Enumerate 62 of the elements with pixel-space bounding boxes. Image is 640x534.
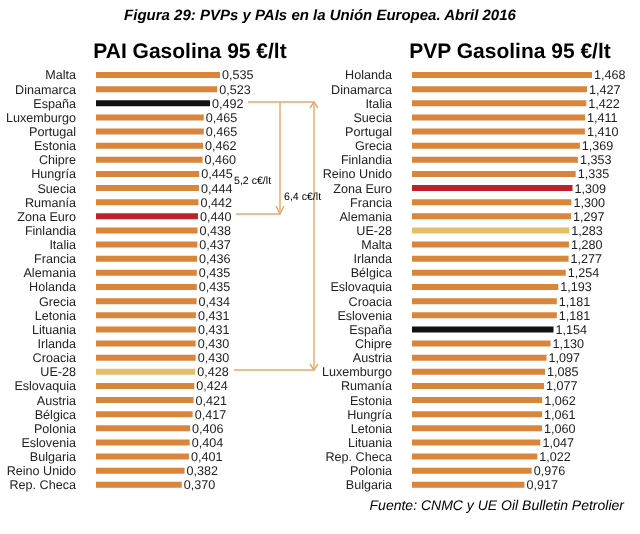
- bar: [412, 156, 578, 163]
- bar: [412, 86, 587, 93]
- bar: [412, 170, 576, 177]
- bar: [96, 213, 198, 220]
- bar: [412, 354, 547, 361]
- bar: [412, 241, 569, 248]
- bar: [96, 397, 194, 404]
- bar: [96, 425, 191, 432]
- bar: [96, 368, 196, 375]
- bar: [412, 213, 572, 220]
- bar: [412, 368, 546, 375]
- bar: [96, 481, 182, 488]
- bar: [96, 156, 203, 163]
- bar: [412, 481, 525, 488]
- bar: [96, 86, 218, 93]
- bar: [96, 411, 193, 418]
- bar: [96, 227, 198, 234]
- bar: [96, 354, 196, 361]
- bar: [96, 312, 196, 319]
- bar: [96, 199, 199, 206]
- bar: [412, 425, 542, 432]
- bar: [412, 284, 559, 290]
- bar: [412, 255, 569, 262]
- bar: [412, 439, 541, 446]
- bar: [96, 326, 196, 333]
- bar: [96, 255, 198, 262]
- bar: [412, 185, 573, 192]
- bar: [96, 284, 197, 290]
- bar: [412, 114, 586, 121]
- bar: [96, 439, 190, 446]
- bar: [412, 411, 543, 418]
- bar: [412, 340, 551, 347]
- bar: [412, 298, 557, 305]
- bar: [412, 269, 566, 276]
- bar: [96, 382, 195, 389]
- bar: [412, 467, 532, 474]
- bar: [412, 199, 572, 206]
- bar: [96, 453, 189, 460]
- bar: [96, 269, 197, 276]
- bar: [96, 72, 220, 78]
- bar: [412, 397, 543, 404]
- bar: [412, 142, 580, 149]
- bar: [412, 227, 570, 234]
- bar: [96, 142, 204, 149]
- chart-title: PVP Gasolina 95 €/lt: [407, 40, 613, 68]
- bar: [96, 298, 197, 305]
- bar: [412, 100, 587, 107]
- bar: [412, 326, 554, 333]
- bar: [412, 128, 585, 135]
- bar: [412, 382, 545, 389]
- bar: [412, 312, 557, 319]
- bar: [96, 100, 211, 107]
- bar: [96, 114, 204, 121]
- bar: [412, 72, 592, 78]
- bar: [96, 170, 200, 177]
- bar: [96, 241, 198, 248]
- bar: [96, 185, 199, 192]
- bar: [96, 467, 185, 474]
- bar: [96, 340, 196, 347]
- bar: [96, 128, 204, 135]
- bar: [412, 453, 538, 460]
- chart-title: PAI Gasolina 95 €/lt: [91, 40, 289, 68]
